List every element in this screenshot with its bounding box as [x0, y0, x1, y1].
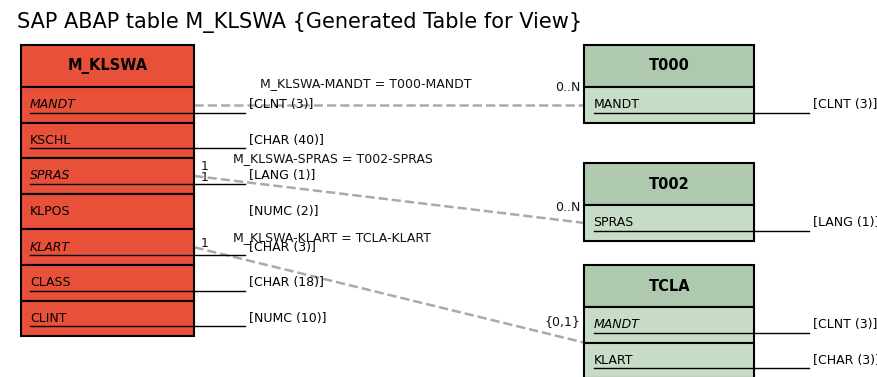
- FancyBboxPatch shape: [21, 45, 195, 87]
- Text: TCLA: TCLA: [648, 279, 690, 294]
- Text: M_KLSWA-KLART = TCLA-KLART: M_KLSWA-KLART = TCLA-KLART: [233, 231, 431, 244]
- Text: [CHAR (3)]: [CHAR (3)]: [246, 241, 317, 254]
- Text: [CLNT (3)]: [CLNT (3)]: [809, 98, 877, 111]
- FancyBboxPatch shape: [21, 123, 195, 158]
- FancyBboxPatch shape: [584, 307, 754, 343]
- FancyBboxPatch shape: [21, 194, 195, 230]
- Text: CLINT: CLINT: [30, 312, 67, 325]
- FancyBboxPatch shape: [21, 265, 195, 301]
- Text: KSCHL: KSCHL: [30, 134, 71, 147]
- Text: [NUMC (2)]: [NUMC (2)]: [246, 205, 319, 218]
- Text: KLART: KLART: [30, 241, 70, 254]
- FancyBboxPatch shape: [21, 301, 195, 336]
- Text: CLASS: CLASS: [30, 276, 70, 290]
- FancyBboxPatch shape: [584, 163, 754, 205]
- Text: 0..N: 0..N: [555, 201, 581, 214]
- FancyBboxPatch shape: [21, 87, 195, 123]
- Text: 0..N: 0..N: [555, 81, 581, 94]
- Text: [LANG (1)]: [LANG (1)]: [246, 170, 316, 182]
- Text: [CLNT (3)]: [CLNT (3)]: [246, 98, 314, 111]
- Text: 1: 1: [201, 171, 209, 184]
- Text: MANDT: MANDT: [594, 318, 639, 331]
- Text: [CHAR (18)]: [CHAR (18)]: [246, 276, 324, 290]
- FancyBboxPatch shape: [584, 45, 754, 87]
- Text: T000: T000: [649, 58, 689, 74]
- FancyBboxPatch shape: [584, 265, 754, 307]
- Text: KLART: KLART: [594, 354, 633, 367]
- Text: [CHAR (3)]: [CHAR (3)]: [809, 354, 877, 367]
- Text: T002: T002: [649, 177, 689, 192]
- FancyBboxPatch shape: [21, 230, 195, 265]
- Text: [CLNT (3)]: [CLNT (3)]: [809, 318, 877, 331]
- FancyBboxPatch shape: [584, 205, 754, 241]
- Text: MANDT: MANDT: [594, 98, 639, 111]
- FancyBboxPatch shape: [584, 87, 754, 123]
- Text: 1: 1: [201, 237, 209, 250]
- Text: [LANG (1)]: [LANG (1)]: [809, 216, 877, 230]
- Text: SAP ABAP table M_KLSWA {Generated Table for View}: SAP ABAP table M_KLSWA {Generated Table …: [17, 12, 582, 33]
- Text: M_KLSWA: M_KLSWA: [68, 58, 147, 74]
- Text: SPRAS: SPRAS: [30, 170, 70, 182]
- FancyBboxPatch shape: [584, 343, 754, 377]
- Text: KLPOS: KLPOS: [30, 205, 70, 218]
- Text: {0,1}: {0,1}: [545, 315, 581, 328]
- Text: SPRAS: SPRAS: [594, 216, 634, 230]
- Text: [CHAR (40)]: [CHAR (40)]: [246, 134, 324, 147]
- Text: M_KLSWA-MANDT = T000-MANDT: M_KLSWA-MANDT = T000-MANDT: [260, 77, 472, 90]
- Text: 1: 1: [201, 160, 209, 173]
- Text: M_KLSWA-SPRAS = T002-SPRAS: M_KLSWA-SPRAS = T002-SPRAS: [233, 152, 433, 165]
- Text: MANDT: MANDT: [30, 98, 75, 111]
- FancyBboxPatch shape: [21, 158, 195, 194]
- Text: [NUMC (10)]: [NUMC (10)]: [246, 312, 327, 325]
